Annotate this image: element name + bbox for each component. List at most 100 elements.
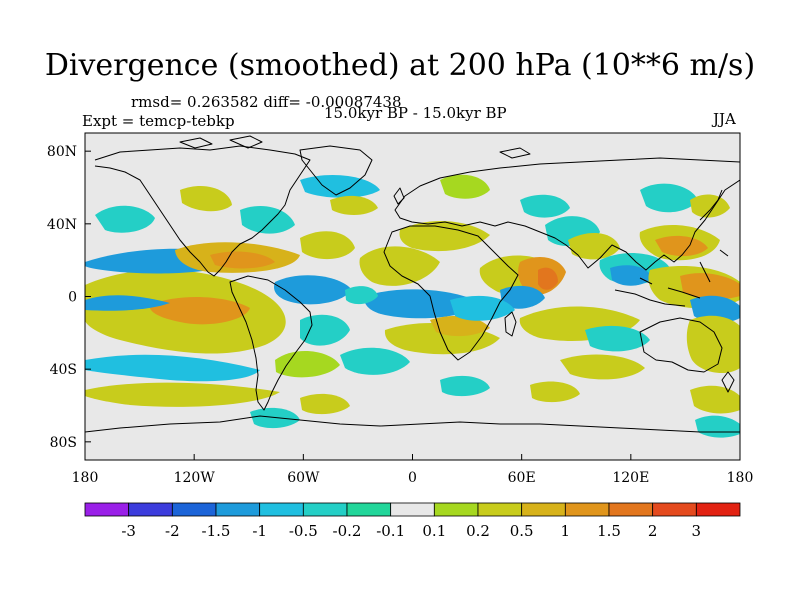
- colorbar-label: 3: [692, 522, 702, 540]
- colorbar-label: 2: [648, 522, 658, 540]
- coastline-arctic-islands: [179, 135, 531, 159]
- colorbar-swatch: [390, 502, 435, 517]
- colorbar-label: -0.5: [289, 522, 318, 540]
- field-blob: [85, 295, 170, 311]
- field-blob: [300, 175, 380, 198]
- experiment-label: Expt = temcp-tebkp: [82, 112, 235, 130]
- field-blob: [345, 286, 378, 305]
- coastline-antarctica: [85, 415, 740, 433]
- colorbar-swatch: [521, 502, 566, 517]
- y-tick-label: 80N: [47, 144, 77, 160]
- divergence-field: [85, 174, 740, 438]
- x-tick-label: 0: [408, 470, 417, 486]
- field-blob: [610, 265, 652, 286]
- season-label: JJA: [713, 110, 736, 128]
- colorbar-swatch: [302, 502, 348, 517]
- colorbar-label: -2: [165, 522, 180, 540]
- field-blob: [538, 267, 558, 290]
- coastline-greenland: [299, 145, 373, 196]
- field-blob: [690, 385, 740, 414]
- colorbar-label: 0.2: [466, 522, 490, 540]
- field-blob: [640, 183, 698, 213]
- colorbar-swatch: [695, 502, 741, 517]
- field-blob: [275, 350, 340, 378]
- field-blob: [210, 251, 275, 269]
- field-blob: [85, 354, 260, 382]
- field-blob: [300, 393, 350, 415]
- field-blob: [500, 285, 545, 309]
- field-blob: [520, 194, 570, 218]
- y-tick-label: 80S: [50, 435, 77, 451]
- y-tick-label: 40S: [50, 362, 77, 378]
- colorbar-swatch: [259, 502, 304, 517]
- field-blob: [585, 325, 650, 352]
- colorbar-label: -0.2: [333, 522, 362, 540]
- field-blob: [330, 195, 378, 215]
- field-blob: [686, 315, 740, 374]
- coastline-eurasia: [394, 157, 740, 271]
- colorbar-label: -1.5: [202, 522, 231, 540]
- colorbar-label: -1: [252, 522, 267, 540]
- field-blob: [680, 273, 740, 300]
- colorbar-label: 0.1: [422, 522, 446, 540]
- colorbar-label: 1.5: [597, 522, 621, 540]
- field-blob: [560, 354, 645, 380]
- x-tick-label: 60W: [287, 470, 320, 486]
- colorbar-label: 1: [561, 522, 571, 540]
- colorbar: -3 -2 -1.5 -1 -0.5 -0.2 -0.1 0.1 0.2 0.5 1 1.5 2 3: [84, 502, 741, 540]
- coastlines: [85, 135, 740, 433]
- coastline-africa: [383, 225, 519, 361]
- colorbar-swatch: [128, 502, 173, 517]
- coastline-madagascar: [504, 311, 517, 337]
- field-blob: [655, 235, 708, 257]
- colorbar-swatch: [652, 502, 697, 517]
- colorbar-swatch: [346, 502, 392, 517]
- field-blob: [399, 220, 490, 252]
- field-blob: [180, 185, 232, 212]
- field-blob: [430, 315, 490, 337]
- colorbar-swatch: [564, 502, 610, 517]
- map-axes: 180 120W 60W 0 60E 120E 180 80N 40N 0 40S 80S: [47, 144, 753, 486]
- field-blob: [95, 205, 155, 233]
- field-blob: [300, 314, 350, 346]
- field-blob: [85, 382, 280, 407]
- field-blob: [530, 381, 580, 403]
- colorbar-swatch: [477, 502, 523, 517]
- period-label: 15.0kyr BP - 15.0kyr BP: [324, 104, 507, 122]
- coastline-new-zealand: [721, 371, 735, 393]
- coastline-australia: [639, 317, 723, 373]
- field-blob: [440, 375, 490, 397]
- x-tick-label: 120W: [174, 470, 216, 486]
- field-blob: [450, 295, 515, 321]
- colorbar-swatch: [608, 502, 654, 517]
- field-blob: [364, 289, 480, 319]
- coastline-japan: [699, 189, 723, 221]
- y-tick-label: 0: [68, 290, 77, 306]
- colorbar-swatch: [215, 502, 261, 517]
- field-blob: [359, 246, 440, 286]
- field-blob: [149, 296, 250, 325]
- x-tick-label: 120E: [612, 470, 649, 486]
- coastline-uk: [393, 187, 405, 205]
- colorbar-label: -0.1: [376, 522, 405, 540]
- colorbar-label: 0.5: [510, 522, 534, 540]
- field-blob: [690, 194, 730, 218]
- field-blob: [440, 174, 490, 199]
- x-tick-label: 60E: [508, 470, 536, 486]
- colorbar-swatch: [433, 502, 479, 517]
- colorbar-swatch: [171, 502, 217, 517]
- field-blob: [568, 233, 620, 260]
- colorbar-swatch: [84, 502, 130, 517]
- coastline-south-america: [229, 275, 313, 411]
- field-blob: [240, 205, 295, 234]
- coastline-islands: [614, 249, 729, 307]
- y-tick-label: 40N: [47, 217, 77, 233]
- stats-label: rmsd= 0.263582 diff= -0.00087438: [131, 93, 402, 111]
- field-blob: [690, 295, 740, 324]
- x-tick-label: 180: [727, 470, 754, 486]
- x-tick-label: 180: [72, 470, 99, 486]
- colorbar-label: -3: [121, 522, 136, 540]
- map-title: Divergence (smoothed) at 200 hPa (10**6 …: [44, 48, 756, 83]
- field-blob: [300, 231, 355, 260]
